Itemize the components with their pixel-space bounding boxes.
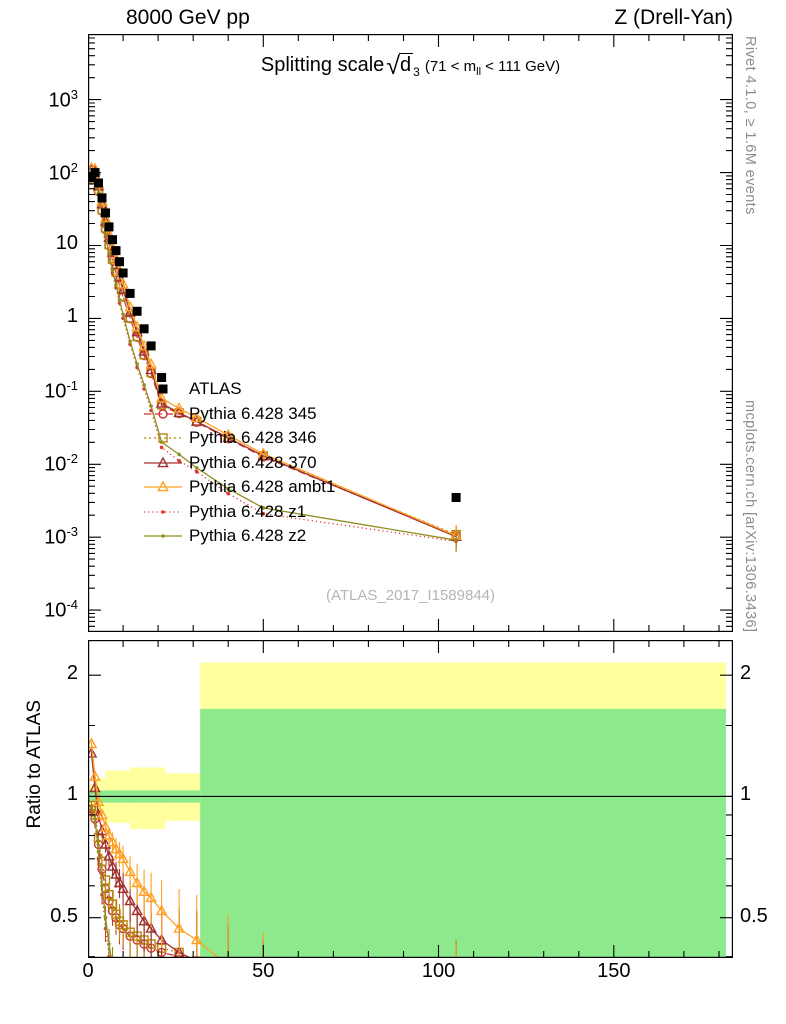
legend-item-py345: Pythia 6.428 345 xyxy=(142,402,335,427)
main-y-tick-label-3: 103 xyxy=(48,86,78,112)
legend-marker-pyz2 xyxy=(144,534,182,539)
ratio-y-tick-left-2: 2 xyxy=(66,662,78,685)
title-radicand-letter: d xyxy=(400,54,412,76)
range-pre: (71 < m xyxy=(424,58,477,75)
ratio-y-axis-labels-left: 2 1 0.5 xyxy=(0,640,84,958)
legend-label-pyz2: Pythia 6.428 z2 xyxy=(189,526,307,546)
legend-label-pyz1: Pythia 6.428 z1 xyxy=(189,501,307,521)
main-y-tick-label--3: 10-3 xyxy=(44,524,78,549)
main-y-axis-labels: 103 102 10 1 10-1 10-2 10-3 10-4 xyxy=(0,34,84,632)
legend-item-py370: Pythia 6.428 370 xyxy=(142,451,335,476)
x-tick-label-150: 150 xyxy=(597,960,631,982)
ratio-y-tick-right-2: 2 xyxy=(740,662,752,685)
sqrt-symbol: √ xyxy=(386,52,401,80)
atlas-data-points xyxy=(88,168,461,502)
x-tick-label-50: 50 xyxy=(252,960,275,982)
title-radicand: d xyxy=(399,53,414,76)
title-radicand-sub: 3 xyxy=(413,65,420,79)
ratio-y-axis-title: Ratio to ATLAS xyxy=(24,700,45,829)
legend-label-py346: Pythia 6.428 346 xyxy=(189,428,317,448)
title-prefix: Splitting scale xyxy=(260,54,385,76)
legend-label-py370: Pythia 6.428 370 xyxy=(189,452,317,472)
title-mass-range: (71 < mll < 111 GeV) xyxy=(424,58,561,78)
legend-item-pyz1: Pythia 6.428 z1 xyxy=(142,500,335,525)
main-y-tick-label--4: 10-4 xyxy=(44,597,78,622)
legend-item-py346: Pythia 6.428 346 xyxy=(142,426,335,451)
uncertainty-bands xyxy=(88,662,726,958)
legend-item-atlas: ATLAS xyxy=(142,377,335,402)
main-y-tick-label--2: 10-2 xyxy=(44,451,78,476)
main-y-tick-label-0: 1 xyxy=(66,305,78,328)
main-y-tick-label--1: 10-1 xyxy=(44,378,78,403)
ratio-y-tick-right-1: 1 xyxy=(740,783,752,806)
legend-marker-pyambt1 xyxy=(144,480,182,492)
x-tick-label-100: 100 xyxy=(421,960,456,982)
x-tick-label-0: 0 xyxy=(82,960,94,982)
main-plot-svg xyxy=(88,34,733,632)
rivet-version-label: Rivet 4.1.0, ≥ 1.6M events xyxy=(742,36,758,215)
main-y-tick-label-2: 102 xyxy=(48,159,78,185)
range-sub: ll xyxy=(476,66,482,78)
ratio-y-tick-left-0.5: 0.5 xyxy=(50,904,78,927)
legend-label-atlas: ATLAS xyxy=(189,379,242,399)
mc-curves-main xyxy=(88,161,462,552)
legend-label-py345: Pythia 6.428 345 xyxy=(189,403,317,423)
legend-item-pyz2: Pythia 6.428 z2 xyxy=(142,524,335,549)
process-label: Z (Drell-Yan) xyxy=(614,6,733,29)
mcplots-attribution-label: mcplots.cern.ch [arXiv:1306.3436] xyxy=(742,399,758,632)
legend-item-pyambt1: Pythia 6.428 ambt1 xyxy=(142,475,335,500)
legend-marker-py345 xyxy=(144,409,182,419)
legend-marker-pyz1 xyxy=(144,509,182,514)
legend: ATLAS Pythia 6.428 345 Pythia 6.428 346 Pyt… xyxy=(142,377,335,549)
ratio-y-tick-right-0.5: 0.5 xyxy=(740,904,768,927)
legend-marker-py370 xyxy=(144,456,182,468)
x-axis-labels: 0 50 100 150 xyxy=(82,960,733,987)
ratio-plot-svg xyxy=(88,640,733,958)
plot-title: Splitting scale√d 3 (71 < mll < 111 GeV) xyxy=(88,52,733,81)
ratio-y-tick-left-1: 1 xyxy=(66,783,78,806)
legend-label-pyambt1: Pythia 6.428 ambt1 xyxy=(189,477,336,497)
ratio-y-axis-labels-right: 2 1 0.5 xyxy=(735,640,785,958)
legend-marker-py346 xyxy=(144,433,182,443)
analysis-watermark: (ATLAS_2017_I1589844) xyxy=(325,587,495,604)
beam-energy-label: 8000 GeV pp xyxy=(126,6,250,29)
range-post: < 111 GeV) xyxy=(481,58,561,75)
legend-marker-atlas xyxy=(158,384,168,394)
main-y-tick-label-1: 10 xyxy=(55,232,78,255)
